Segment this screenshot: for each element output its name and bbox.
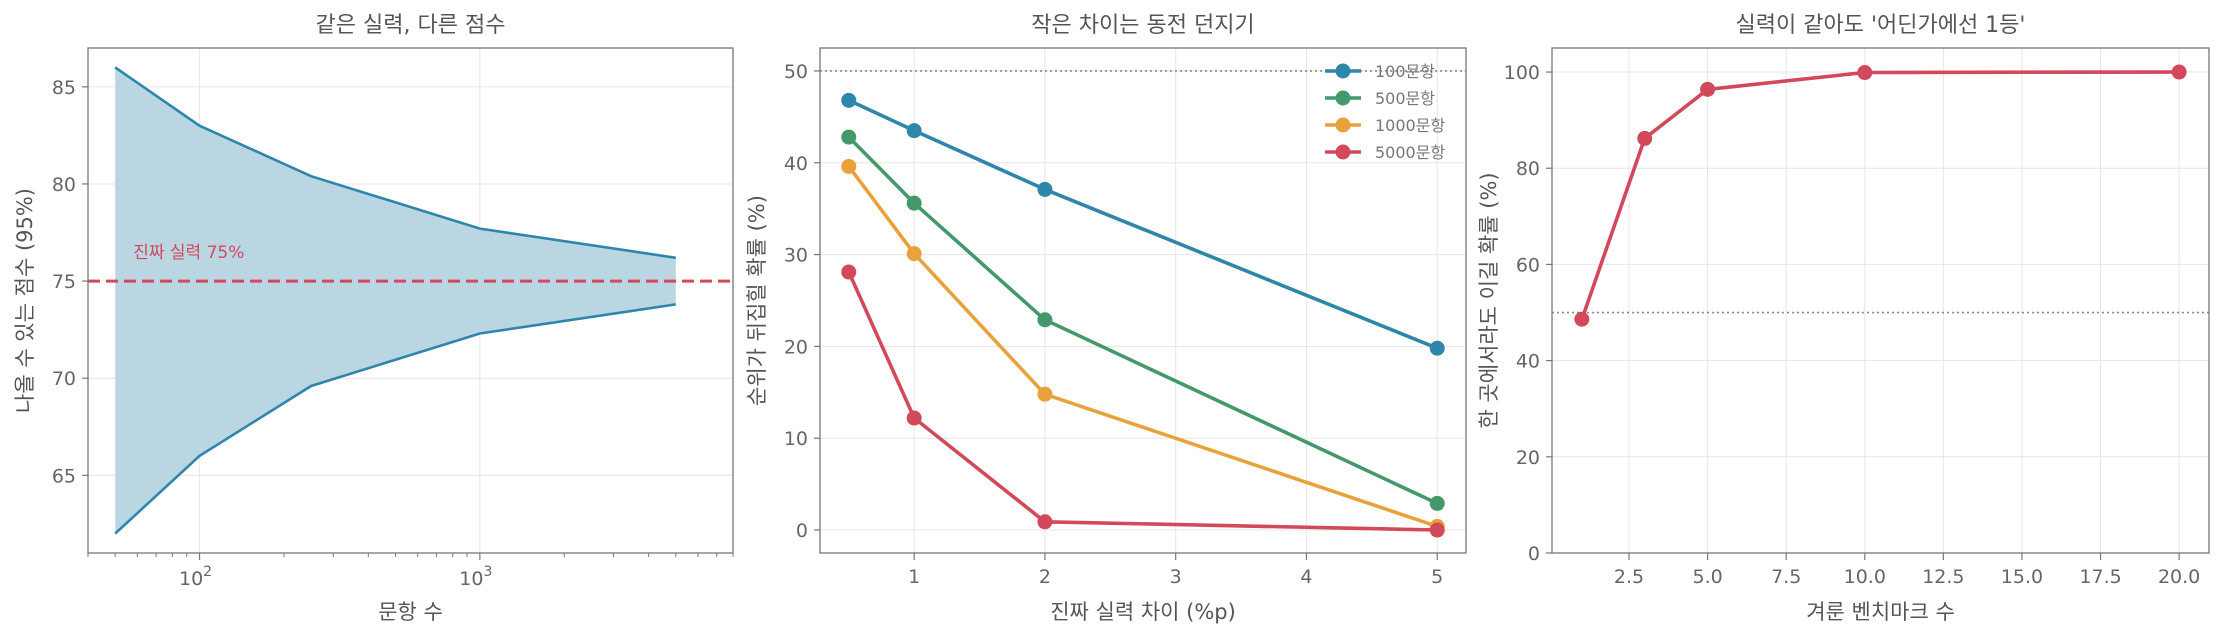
data-point [1574, 311, 1590, 327]
x-tick-exponent: 3 [483, 564, 492, 580]
y-tick-label: 60 [1516, 254, 1540, 276]
y-tick-label: 70 [52, 368, 76, 390]
series-line [847, 165, 1438, 529]
y-tick-label: 100 [1504, 62, 1540, 84]
y-tick-label: 20 [1516, 447, 1540, 469]
data-point [906, 195, 922, 211]
y-axis-label: 나올 수 있는 점수 (95%) [13, 188, 37, 413]
chart-title: 같은 실력, 다른 점수 [316, 13, 506, 38]
series-4 [841, 264, 1445, 538]
x-axis-label: 겨룬 벤치마크 수 [1806, 600, 1955, 624]
panel-score-band: 같은 실력, 다른 점수 문항 수 나올 수 있는 점수 (95%) 65 70 7… [13, 13, 734, 624]
x-tick-label: 4 [1300, 566, 1312, 588]
data-point [906, 123, 922, 139]
y-tick-label: 50 [784, 61, 808, 83]
data-point [841, 92, 857, 108]
x-tick-label: 20.0 [2158, 566, 2200, 588]
x-tick-label: 1 [908, 566, 920, 588]
data-point [1037, 312, 1053, 328]
y-tick-label: 65 [52, 465, 76, 487]
legend-label: 500문항 [1375, 89, 1435, 108]
data-point [1037, 181, 1053, 197]
true-skill-annotation: 진짜 실력 75% [133, 243, 244, 263]
series-1 [841, 92, 1445, 356]
chart-title: 실력이 같아도 '어딘가에선 1등' [1736, 13, 2026, 38]
data-point [1429, 495, 1445, 511]
y-tick-label: 20 [784, 336, 808, 358]
x-tick-label: 7.5 [1771, 566, 1801, 588]
x-axis-label: 진짜 실력 차이 (%p) [1050, 600, 1236, 624]
y-tick-label: 75 [52, 271, 76, 293]
x-tick-label: 15.0 [2001, 566, 2043, 588]
legend-swatch-marker [1335, 63, 1351, 79]
series-line [1580, 70, 2180, 320]
y-tick-label: 80 [52, 174, 76, 196]
plot-frame [1551, 47, 2210, 554]
x-tick-label: 5.0 [1692, 566, 1722, 588]
data-point [841, 264, 857, 280]
chart-title: 작은 차이는 동전 던지기 [1031, 13, 1254, 38]
data-point [1037, 386, 1053, 402]
panel-rank-flip: 작은 차이는 동전 던지기 진짜 실력 차이 (%p) 순위가 뒤집힐 확률 (… [745, 13, 1467, 624]
x-tick-exponent: 2 [203, 564, 212, 580]
lower-bound-line [114, 303, 676, 535]
y-tick-label: 40 [784, 153, 808, 175]
data-point [906, 410, 922, 426]
series-2 [841, 129, 1445, 511]
x-tick-label: 3 [1170, 566, 1182, 588]
y-tick-label: 10 [784, 428, 808, 450]
legend: 100문항 500문항 1000문항 5000문항 [1325, 62, 1445, 162]
x-tick-label: 103 [459, 564, 492, 590]
data-point [1700, 81, 1716, 97]
data-point [841, 129, 857, 145]
data-point [2171, 64, 2187, 80]
gridlines [1552, 48, 2209, 554]
x-tick-label: 10.0 [1844, 566, 1886, 588]
upper-bound-line [114, 66, 676, 260]
data-point [1429, 522, 1445, 538]
series-line [847, 271, 1438, 532]
x-axis-label: 문항 수 [378, 600, 443, 624]
y-tick-label: 80 [1516, 158, 1540, 180]
x-tick-label: 102 [179, 564, 212, 590]
data-point [906, 246, 922, 262]
x-tick-label: 2.5 [1614, 566, 1644, 588]
confidence-band [115, 67, 676, 534]
y-tick-label: 0 [796, 520, 808, 542]
panel-win-somewhere: 실력이 같아도 '어딘가에선 1등' 겨룬 벤치마크 수 한 곳에서라도 이길 … [1477, 13, 2210, 624]
data-point [1857, 65, 1873, 81]
x-tick-label: 17.5 [2079, 566, 2121, 588]
y-tick-label: 40 [1516, 351, 1540, 373]
series-line [848, 98, 1438, 350]
legend-label: 100문항 [1375, 62, 1435, 81]
legend-swatch-marker [1335, 144, 1351, 160]
plot-frame [819, 47, 1467, 554]
legend-label: 1000문항 [1375, 116, 1445, 135]
series-line [847, 135, 1438, 506]
legend-swatch-marker [1335, 90, 1351, 106]
data-point [1037, 514, 1053, 530]
y-tick-label: 0 [1528, 543, 1540, 565]
x-tick-label: 2 [1039, 566, 1051, 588]
data-point [1429, 340, 1445, 356]
y-axis-label: 순위가 뒤집힐 확률 (%) [745, 195, 769, 406]
y-tick-label: 85 [52, 77, 76, 99]
x-tick-label: 5 [1431, 566, 1443, 588]
legend-swatch-marker [1335, 117, 1351, 133]
data-point [1637, 130, 1653, 146]
legend-label: 5000문항 [1375, 143, 1445, 162]
data-point [841, 158, 857, 174]
series-1 [1574, 64, 2187, 327]
plot-frame [87, 47, 734, 554]
y-tick-label: 30 [784, 245, 808, 267]
series-3 [841, 158, 1445, 534]
y-axis-label: 한 곳에서라도 이길 확률 (%) [1477, 172, 1501, 428]
x-tick-label: 12.5 [1922, 566, 1964, 588]
